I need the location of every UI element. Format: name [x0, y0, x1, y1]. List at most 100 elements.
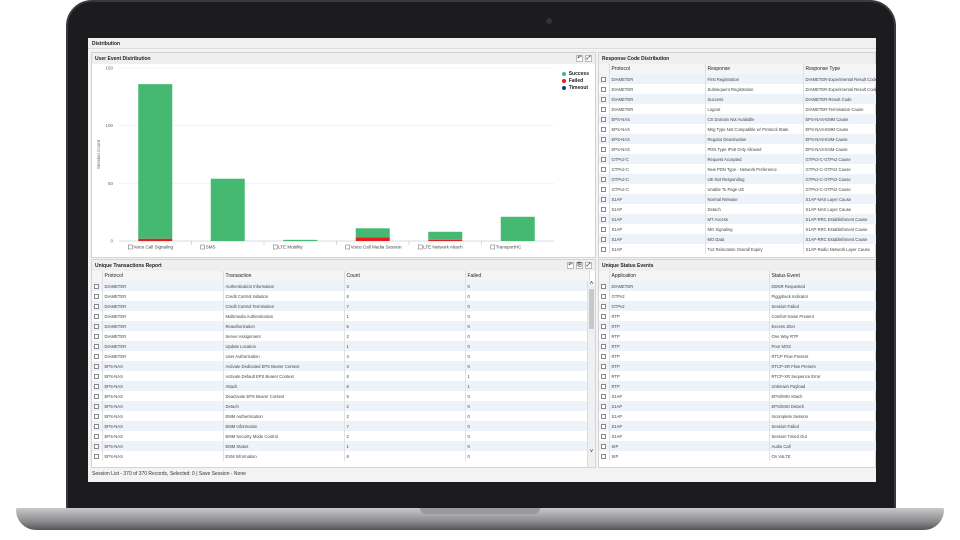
- row-checkbox[interactable]: [601, 363, 606, 369]
- table-row[interactable]: GTPv2-C New PDN Type - Network Preference…: [599, 164, 876, 174]
- expand-icon[interactable]: ⤢: [585, 262, 592, 269]
- row-checkbox[interactable]: [601, 453, 606, 459]
- row-checkbox[interactable]: [94, 403, 99, 409]
- table-row[interactable]: DIAMETER Multimedia Authentication 1 0: [92, 311, 590, 321]
- table-row[interactable]: DIAMETER Logout DIAMETER-Termination Cause: [599, 104, 876, 114]
- row-checkbox[interactable]: [601, 423, 606, 429]
- row-checkbox[interactable]: [601, 293, 606, 299]
- table-row[interactable]: EPS-NAS Attach 8 1: [92, 381, 590, 391]
- table-row[interactable]: S1AP MO Data S1AP-RRC Establishment Cause: [599, 234, 876, 244]
- column-header[interactable]: Count: [344, 271, 466, 281]
- row-checkbox[interactable]: [94, 453, 99, 459]
- row-checkbox[interactable]: [94, 283, 99, 289]
- table-row[interactable]: EPS-NAS CS Domain Not Available EPS-NAS-EM…: [599, 114, 876, 124]
- category-checkbox[interactable]: [490, 244, 495, 250]
- table-row[interactable]: RTP RTCP-XR Sequence Error: [599, 371, 876, 381]
- row-checkbox[interactable]: [601, 126, 606, 132]
- row-checkbox[interactable]: [601, 206, 606, 212]
- row-checkbox[interactable]: [601, 176, 606, 182]
- column-header[interactable]: Response Type: [803, 64, 876, 74]
- table-row[interactable]: DIAMETER Credit Control Initiation 8 0: [92, 291, 590, 301]
- table-row[interactable]: EPS-NAS Detach 2 0: [92, 401, 590, 411]
- table-row[interactable]: DIAMETER DDNR Requested: [599, 281, 876, 291]
- table-row[interactable]: S1AP Session Timed Out: [599, 431, 876, 441]
- legend-item[interactable]: Failed: [561, 77, 589, 84]
- table-row[interactable]: DIAMETER Subsequent Registration DIAMETER-…: [599, 84, 876, 94]
- table-row[interactable]: EPS-NAS Deactivate EPS Bearer Context 5 0: [92, 391, 590, 401]
- category-checkbox[interactable]: [128, 244, 133, 250]
- row-checkbox[interactable]: [94, 423, 99, 429]
- row-checkbox[interactable]: [94, 303, 99, 309]
- table-row[interactable]: EPS-NAS EMM Authentication 2 0: [92, 411, 590, 421]
- row-checkbox[interactable]: [94, 313, 99, 319]
- legend-item[interactable]: Timeout: [561, 84, 589, 91]
- row-checkbox[interactable]: [94, 393, 99, 399]
- row-checkbox[interactable]: [601, 413, 606, 419]
- category-checkbox[interactable]: [200, 244, 205, 250]
- table-row[interactable]: S1AP EPS/IMSI Attach: [599, 391, 876, 401]
- row-checkbox[interactable]: [601, 313, 606, 319]
- row-checkbox[interactable]: [601, 333, 606, 339]
- row-checkbox[interactable]: [601, 246, 606, 252]
- row-checkbox[interactable]: [601, 166, 606, 172]
- row-checkbox[interactable]: [601, 353, 606, 359]
- table-row[interactable]: DIAMETER User Authorization 4 0: [92, 351, 590, 361]
- column-header[interactable]: Protocol: [102, 271, 224, 281]
- vertical-scrollbar[interactable]: ˄ ˅: [587, 281, 595, 467]
- column-header[interactable]: Failed: [465, 271, 590, 281]
- table-row[interactable]: S1AP MO Signaling S1AP-RRC Establishment C…: [599, 224, 876, 234]
- category-checkbox[interactable]: [345, 244, 350, 250]
- table-row[interactable]: S1AP Detach S1AP-NAS Layer Cause: [599, 204, 876, 214]
- scroll-up-icon[interactable]: ˄: [589, 281, 594, 287]
- scroll-down-icon[interactable]: ˅: [589, 449, 594, 455]
- table-row[interactable]: DIAMETER Success DIAMETER-Result Code: [599, 94, 876, 104]
- scroll-thumb[interactable]: [589, 289, 594, 329]
- table-row[interactable]: GTPv2-C Unable To Page UE GTPv2-C-GTPv2 Ca…: [599, 184, 876, 194]
- table-row[interactable]: EPS-NAS PDN Type IPv6 Only Allowed EPS-NAS…: [599, 144, 876, 154]
- table-row[interactable]: RTP Comfort Noise Present: [599, 311, 876, 321]
- row-checkbox[interactable]: [601, 156, 606, 162]
- row-checkbox[interactable]: [94, 353, 99, 359]
- table-row[interactable]: RTP Excess Jitter: [599, 321, 876, 331]
- category-checkbox[interactable]: [273, 244, 278, 250]
- row-checkbox[interactable]: [601, 236, 606, 242]
- table-row[interactable]: EPS-NAS Msg Type Not Compatible w/ Protoc…: [599, 124, 876, 134]
- row-checkbox[interactable]: [601, 226, 606, 232]
- row-checkbox[interactable]: [601, 106, 606, 112]
- table-row[interactable]: RTP Poor MOS: [599, 341, 876, 351]
- row-checkbox[interactable]: [94, 373, 99, 379]
- table-row[interactable]: EPS-NAS ESM Information 8 0: [92, 451, 590, 461]
- table-row[interactable]: DIAMETER Authentication Information 3 0: [92, 281, 590, 291]
- table-row[interactable]: S1AP MT Access S1AP-RRC Establishment Caus…: [599, 214, 876, 224]
- row-checkbox[interactable]: [601, 76, 606, 82]
- table-row[interactable]: EPS-NAS Activate Dedicated EPS Bearer Con…: [92, 361, 590, 371]
- row-checkbox[interactable]: [601, 186, 606, 192]
- row-checkbox[interactable]: [601, 116, 606, 122]
- table-row[interactable]: DIAMETER Reauthorization 5 0: [92, 321, 590, 331]
- table-row[interactable]: DIAMETER First Registration DIAMETER-Exper…: [599, 74, 876, 84]
- row-checkbox[interactable]: [601, 403, 606, 409]
- row-checkbox[interactable]: [601, 433, 606, 439]
- row-checkbox[interactable]: [601, 303, 606, 309]
- row-checkbox[interactable]: [601, 393, 606, 399]
- table-row[interactable]: S1AP Tx2 Relocation Overall Expiry S1AP-Ra…: [599, 244, 876, 254]
- row-checkbox[interactable]: [94, 323, 99, 329]
- table-row[interactable]: RTP RTCP Flow Present: [599, 351, 876, 361]
- export-icon[interactable]: ⎘: [576, 262, 583, 269]
- table-row[interactable]: RTP Unknown Payload: [599, 381, 876, 391]
- reset-icon[interactable]: ↶: [567, 262, 574, 269]
- row-checkbox[interactable]: [601, 343, 606, 349]
- row-checkbox[interactable]: [94, 383, 99, 389]
- table-row[interactable]: GTPv2-C Request Accepted GTPv2-C-GTPv2 Cau…: [599, 154, 876, 164]
- table-row[interactable]: SIP On VoLTE: [599, 451, 876, 461]
- legend-item[interactable]: Success: [561, 70, 589, 77]
- table-row[interactable]: S1AP Normal Release S1AP-NAS Layer Cause: [599, 194, 876, 204]
- table-row[interactable]: EPS-NAS EMM Information 7 0: [92, 421, 590, 431]
- column-header[interactable]: Application: [609, 271, 770, 281]
- table-row[interactable]: GTPv2 Piggyback Indicator: [599, 291, 876, 301]
- table-row[interactable]: DIAMETER Server Assignment 2 0: [92, 331, 590, 341]
- reset-icon[interactable]: ↶: [576, 55, 583, 62]
- table-row[interactable]: SIP Audio Call: [599, 441, 876, 451]
- row-checkbox[interactable]: [601, 146, 606, 152]
- row-checkbox[interactable]: [94, 343, 99, 349]
